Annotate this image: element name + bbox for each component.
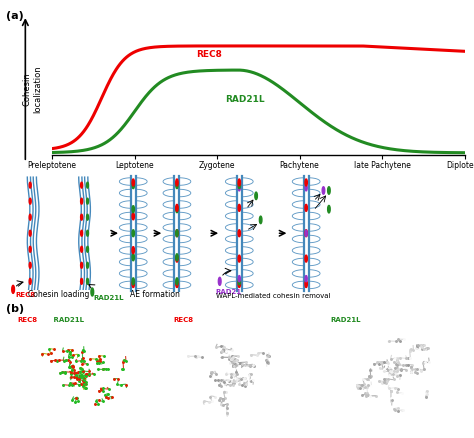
Text: (a): (a)	[6, 11, 23, 21]
Text: REC8: REC8	[18, 317, 37, 323]
Circle shape	[132, 206, 135, 213]
Text: REC8: REC8	[174, 317, 194, 323]
Circle shape	[87, 182, 89, 188]
Circle shape	[132, 247, 135, 254]
Circle shape	[238, 182, 240, 189]
Circle shape	[81, 230, 82, 236]
Circle shape	[132, 179, 135, 186]
Circle shape	[238, 278, 240, 285]
Circle shape	[87, 198, 89, 204]
Circle shape	[91, 288, 94, 296]
Circle shape	[305, 280, 307, 287]
Text: RAD21L: RAD21L	[51, 317, 84, 323]
Circle shape	[132, 213, 135, 220]
Circle shape	[29, 279, 31, 284]
Circle shape	[176, 278, 178, 285]
Circle shape	[29, 182, 31, 188]
Circle shape	[176, 254, 178, 261]
Text: REC8: REC8	[15, 292, 36, 298]
Circle shape	[322, 187, 325, 194]
Text: (b): (b)	[6, 304, 24, 314]
Circle shape	[132, 230, 135, 237]
Circle shape	[81, 262, 82, 268]
Circle shape	[238, 276, 240, 282]
Circle shape	[305, 179, 307, 186]
Circle shape	[81, 182, 82, 188]
Text: RAD21: RAD21	[215, 290, 241, 295]
Y-axis label: Cohesin
localization: Cohesin localization	[23, 65, 42, 113]
Text: RAD21L: RAD21L	[94, 295, 124, 300]
Text: REC8: REC8	[196, 49, 222, 59]
Circle shape	[305, 230, 307, 237]
Circle shape	[29, 214, 31, 220]
Circle shape	[81, 214, 82, 220]
Circle shape	[87, 279, 89, 284]
Circle shape	[238, 185, 240, 191]
Circle shape	[81, 279, 82, 284]
Circle shape	[29, 230, 31, 236]
Circle shape	[305, 205, 307, 211]
Circle shape	[328, 205, 330, 213]
Circle shape	[132, 254, 135, 261]
Circle shape	[255, 192, 257, 200]
Circle shape	[29, 246, 31, 252]
Circle shape	[176, 230, 178, 237]
Circle shape	[81, 198, 82, 204]
Circle shape	[176, 280, 178, 287]
Circle shape	[305, 230, 307, 237]
Circle shape	[238, 280, 240, 287]
Circle shape	[259, 216, 262, 224]
Circle shape	[87, 262, 89, 268]
Circle shape	[132, 278, 135, 285]
Circle shape	[305, 185, 307, 191]
Circle shape	[29, 198, 31, 204]
Circle shape	[238, 179, 240, 186]
Text: RAD21L: RAD21L	[330, 317, 361, 323]
Circle shape	[132, 280, 135, 287]
Text: RAD21L: RAD21L	[225, 95, 265, 104]
Circle shape	[176, 230, 178, 237]
Circle shape	[132, 182, 135, 189]
Circle shape	[176, 205, 178, 211]
Text: WAPL-mediated cohesin removal: WAPL-mediated cohesin removal	[216, 293, 331, 299]
Circle shape	[87, 246, 89, 252]
Circle shape	[328, 187, 330, 194]
Circle shape	[305, 255, 307, 262]
Circle shape	[176, 182, 178, 189]
Circle shape	[87, 230, 89, 236]
Circle shape	[238, 230, 240, 237]
Circle shape	[87, 214, 89, 220]
Circle shape	[176, 255, 178, 262]
Circle shape	[176, 206, 178, 213]
Circle shape	[29, 262, 31, 268]
Circle shape	[81, 246, 82, 252]
Circle shape	[238, 255, 240, 262]
Circle shape	[219, 277, 221, 285]
Circle shape	[12, 285, 15, 293]
Text: AE formation: AE formation	[130, 290, 180, 299]
Circle shape	[305, 276, 307, 282]
Circle shape	[238, 205, 240, 211]
Circle shape	[176, 179, 178, 186]
Text: Cohesin loading: Cohesin loading	[28, 290, 89, 299]
